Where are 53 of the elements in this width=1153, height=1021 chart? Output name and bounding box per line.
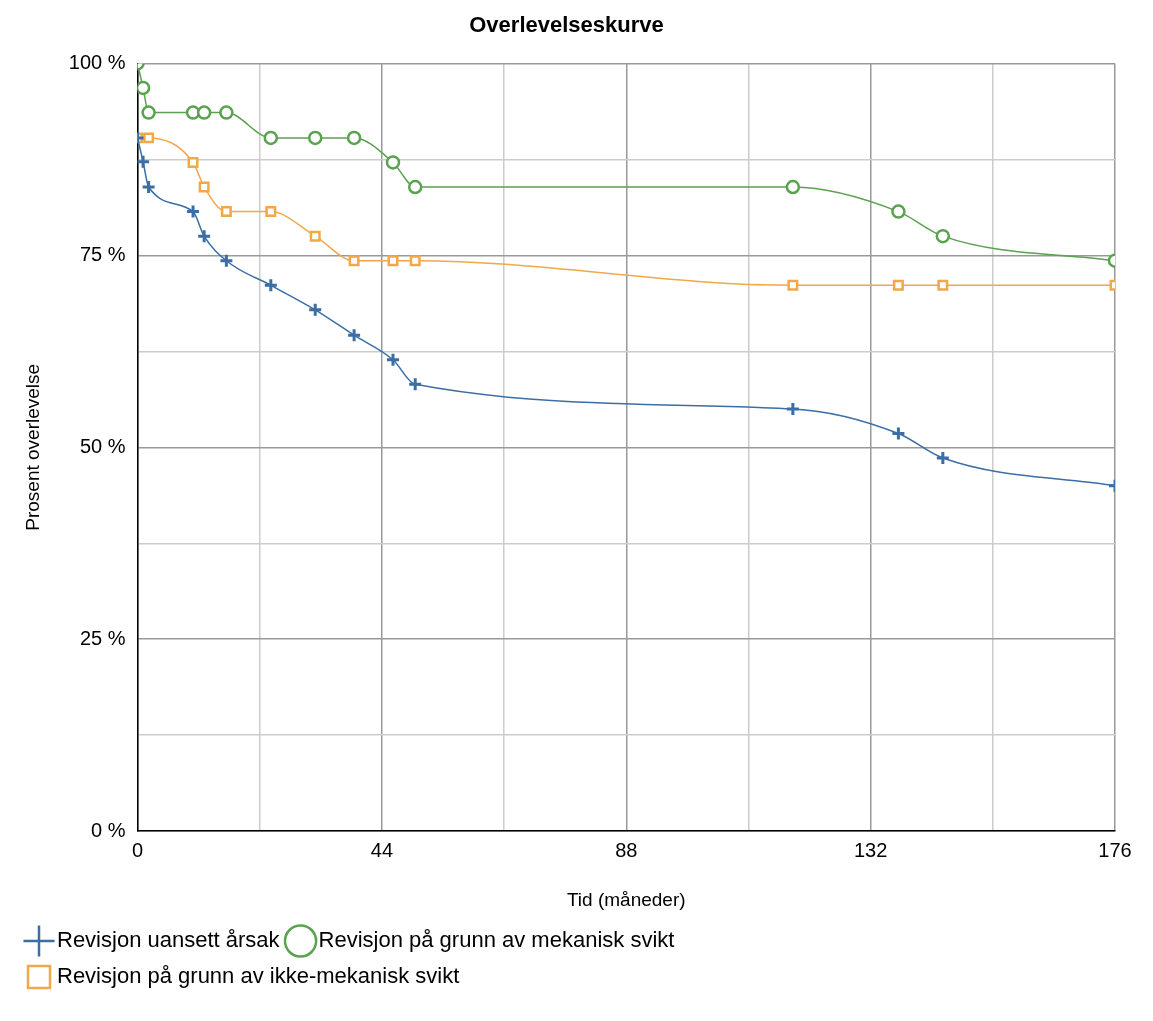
point (935, 228, 951, 244)
y-axis-title: Prosent overlevelse (21, 363, 43, 531)
legend-label: Revisjon på grunn av mekanisk svikt (318, 927, 675, 953)
y-tick-label: 0 % (91, 818, 126, 841)
point (891, 204, 906, 219)
point (185, 204, 201, 220)
x-axis-title: Tid (måneder) (566, 888, 686, 910)
point (219, 105, 234, 120)
legend-label: Revisjon på grunn av ikke-mekanisk svikt (57, 963, 460, 989)
point (220, 206, 232, 218)
point (263, 277, 279, 293)
point (137, 154, 151, 170)
x-tick-label: 176 (1098, 838, 1132, 861)
point (196, 228, 212, 244)
point (346, 327, 362, 343)
point (935, 450, 951, 466)
point (198, 181, 210, 193)
point (196, 105, 212, 120)
point (263, 130, 279, 146)
point (385, 352, 401, 368)
point (265, 206, 277, 218)
point (890, 425, 906, 441)
chart-title: Overlevelseskurve (469, 12, 664, 38)
y-tick-label: 25 % (79, 626, 126, 649)
point (187, 156, 199, 168)
y-tick-label: 75 % (79, 242, 126, 265)
point (137, 80, 151, 96)
y-tick-label: 50 % (79, 434, 126, 457)
point (307, 130, 323, 146)
point (309, 230, 321, 242)
point (143, 132, 155, 144)
point (785, 179, 801, 195)
point (141, 105, 156, 120)
y-tick-label: 100 % (68, 50, 126, 73)
legend-label: Revisjon uansett årsak (57, 927, 281, 953)
point (407, 179, 423, 195)
point (937, 279, 949, 291)
point (387, 255, 399, 267)
point (385, 155, 401, 170)
point (407, 376, 423, 392)
point (785, 401, 801, 417)
point (409, 255, 421, 267)
x-tick-label: 132 (853, 838, 888, 861)
point (141, 179, 157, 195)
point (892, 279, 904, 291)
point (346, 130, 362, 146)
point (787, 279, 799, 291)
point (218, 253, 234, 269)
point (348, 255, 360, 267)
x-tick-label: 0 (131, 838, 144, 861)
x-tick-label: 44 (370, 838, 394, 861)
point (307, 302, 323, 318)
x-tick-label: 88 (615, 838, 638, 861)
